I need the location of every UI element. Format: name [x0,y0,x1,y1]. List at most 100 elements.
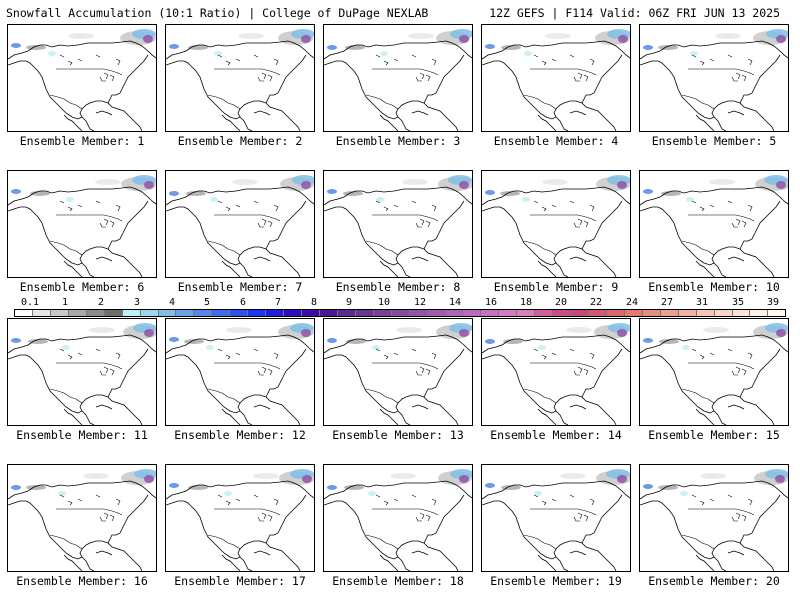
color-scale-swatch [319,310,338,316]
ensemble-member-label: Ensemble Member: 1 [19,134,145,148]
snowfall-area [776,329,786,337]
snowfall-area [210,197,218,202]
color-scale-swatch [750,310,769,316]
color-scale-swatch [32,310,51,316]
ensemble-member-panel: Ensemble Member: 20 [639,464,789,588]
color-scale-swatch [768,310,786,316]
snowfall-area [62,345,70,350]
color-scale-swatch [642,310,661,316]
ensemble-member-panel: Ensemble Member: 4 [481,24,631,148]
north-america-map [640,469,788,571]
country-border [49,508,123,550]
snowfall-area [89,327,115,333]
ensemble-member-label: Ensemble Member: 2 [177,134,303,148]
color-scale-bar [14,309,786,317]
snowfall-area [66,197,74,202]
ensemble-member-panel: Ensemble Member: 11 [7,318,157,442]
snowfall-area [545,33,571,39]
color-scale-swatch [122,310,141,316]
color-scale-label: 14 [448,297,462,308]
color-scale-label: 31 [695,297,709,308]
snowfall-map [7,318,157,426]
snowfall-area [214,51,222,56]
snowfall-area [144,475,154,483]
color-scale-swatch [140,310,159,316]
coastline [482,334,630,425]
snowfall-area [408,33,434,39]
color-scale-labels: 0.1 1 2 3 4 5 6 7 8 9 10 12 14 16 18 20 22 24 27 31 35 39 [14,297,786,310]
snowfall-area [661,191,681,196]
snowfall-area [775,475,785,483]
color-scale-swatch [212,310,231,316]
north-america-map [8,469,156,571]
snowfall-area [232,179,258,185]
north-america-map [324,469,472,571]
snowfall-area [390,473,416,479]
snowfall-area [169,483,179,488]
snowfall-area [95,179,121,185]
color-scale-label: 18 [519,297,533,308]
country-border [365,362,439,404]
color-scale-label: 20 [554,297,568,308]
color-scale-label: 39 [766,297,780,308]
lakes [59,494,121,522]
snowfall-area [534,491,542,496]
country-border [523,214,597,256]
lakes [217,54,279,82]
ensemble-member-label: Ensemble Member: 17 [174,574,306,588]
snowfall-area [301,35,311,43]
ensemble-member-label: Ensemble Member: 7 [177,280,303,294]
snowfall-area [327,189,337,194]
color-scale-swatch [678,310,697,316]
coastline [482,480,630,571]
lakes [691,494,753,522]
snowfall-area [68,33,94,39]
country-border [365,68,439,110]
color-scale-label: 2 [97,297,105,308]
ensemble-member-panel: Ensemble Member: 6 [7,170,157,294]
color-scale-label: 10 [377,297,391,308]
color-scale-swatch [714,310,733,316]
snowfall-area [345,45,365,50]
snowfall-area [83,473,109,479]
snowfall-map [481,318,631,426]
ensemble-member-label: Ensemble Member: 4 [493,134,619,148]
color-scale-swatch [427,310,446,316]
north-america-map [324,175,472,277]
snowfall-area [524,51,532,56]
color-scale-label: 7 [274,297,282,308]
snowfall-area [372,345,380,350]
lakes [59,348,121,376]
snowfall-area [542,179,568,185]
coastline [324,186,472,277]
snowfall-map [7,24,157,132]
ensemble-member-panel: Ensemble Member: 8 [323,170,473,294]
country-border [207,68,281,110]
snowfall-area [169,44,179,49]
ensemble-member-label: Ensemble Member: 14 [490,428,622,442]
country-border [49,68,123,110]
north-america-map [166,29,314,131]
color-scale-label: 8 [310,297,318,308]
north-america-map [8,175,156,277]
north-america-map [166,469,314,571]
ensemble-member-label: Ensemble Member: 9 [493,280,619,294]
page-title: Snowfall Accumulation (10:1 Ratio) | Col… [6,6,429,20]
snowfall-area [566,327,592,333]
ensemble-member-panel: Ensemble Member: 19 [481,464,631,588]
color-scale-label: 3 [133,297,141,308]
country-border [523,508,597,550]
snowfall-area [776,35,786,43]
ensemble-member-panel: Ensemble Member: 7 [165,170,315,294]
color-scale-swatch [499,310,518,316]
country-border [523,68,597,110]
north-america-map [324,29,472,131]
color-scale-swatch [15,310,33,316]
snowfall-map [639,24,789,132]
ensemble-member-label: Ensemble Member: 15 [648,428,780,442]
ensemble-member-label: Ensemble Member: 11 [16,428,148,442]
ensemble-member-panel: Ensemble Member: 5 [639,24,789,148]
country-border [365,214,439,256]
coastline [640,334,788,425]
snowfall-area [538,345,546,350]
